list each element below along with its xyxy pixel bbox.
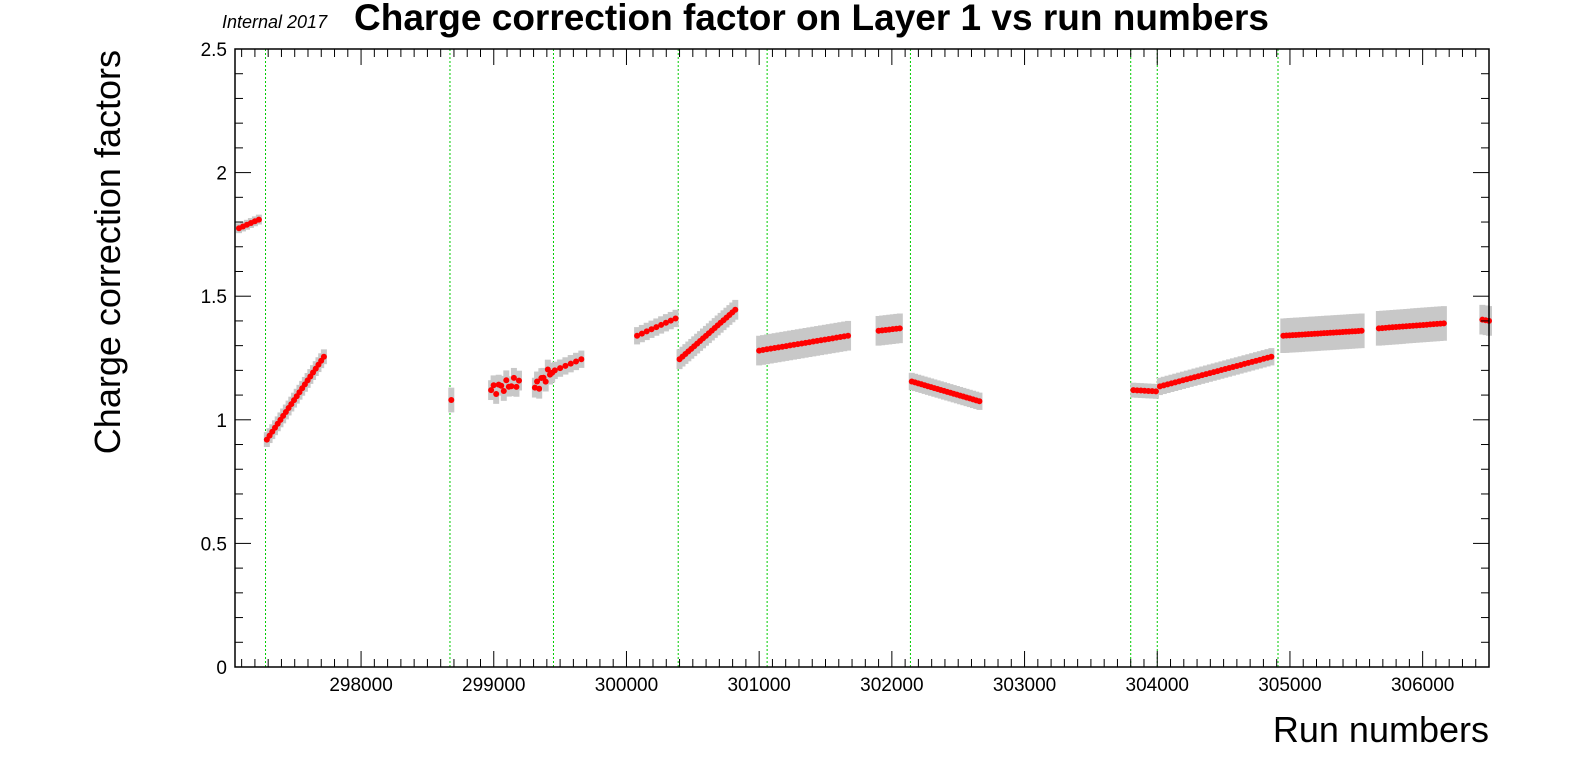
data-points (235, 216, 1492, 443)
x-tick-label: 304000 (1126, 675, 1189, 696)
data-point (448, 397, 455, 404)
y-axis-ticks: 0 0.5 1 1.5 2 2.5 (201, 40, 1489, 679)
x-tick-label: 303000 (993, 675, 1056, 696)
data-point (573, 358, 580, 365)
data-point (1152, 388, 1159, 395)
y-axis-label: Charge correction factors (87, 50, 128, 454)
data-point (510, 374, 517, 381)
y-tick-label: 2 (216, 164, 227, 185)
x-tick-label: 301000 (727, 675, 790, 696)
x-axis-label: Run numbers (1273, 709, 1489, 750)
x-tick-label: 300000 (595, 675, 658, 696)
data-point (1268, 353, 1275, 360)
data-point (567, 360, 574, 367)
data-point (732, 306, 739, 313)
y-tick-label: 1.5 (201, 287, 227, 308)
data-point (1358, 327, 1365, 334)
x-tick-label: 305000 (1258, 675, 1321, 696)
y-tick-label: 1 (216, 411, 227, 432)
y-tick-label: 0 (216, 658, 227, 679)
plot-frame (234, 48, 1490, 668)
data-point (488, 387, 495, 394)
data-point (643, 328, 650, 335)
data-point (490, 382, 497, 389)
data-point (515, 377, 522, 384)
data-point (557, 365, 564, 372)
y-tick-label: 2.5 (201, 40, 227, 61)
data-point (634, 332, 641, 339)
y-tick-label: 0.5 (201, 534, 227, 555)
data-point (508, 383, 515, 390)
x-tick-label: 302000 (860, 675, 923, 696)
data-point (648, 326, 655, 333)
data-point (513, 383, 520, 390)
x-tick-label: 299000 (462, 675, 525, 696)
data-point (845, 332, 852, 339)
data-point (662, 319, 669, 326)
data-point (638, 330, 645, 337)
x-tick-label: 306000 (1391, 675, 1454, 696)
chart-title: Charge correction factor on Layer 1 vs r… (354, 0, 1269, 38)
data-point (536, 385, 543, 392)
error-bars (235, 214, 1492, 447)
data-point (562, 362, 569, 369)
data-point (653, 324, 660, 331)
data-point (320, 353, 327, 360)
data-point (551, 367, 558, 374)
data-point (500, 387, 507, 394)
chart-subtitle: Internal 2017 (222, 12, 328, 32)
data-point (667, 317, 674, 324)
data-point (544, 366, 551, 373)
data-point (493, 390, 500, 397)
data-point (658, 321, 665, 328)
x-tick-label: 298000 (329, 675, 392, 696)
x-axis-ticks: 298000 299000 300000 301000 302000 303000 3040… (241, 49, 1490, 696)
data-point (255, 216, 262, 223)
data-point (578, 356, 585, 363)
data-point (1440, 320, 1447, 327)
data-point (976, 398, 983, 405)
data-point (542, 378, 549, 385)
data-point (672, 315, 679, 322)
data-point (503, 377, 510, 384)
data-point (896, 325, 903, 332)
data-point (498, 382, 505, 389)
data-point (534, 378, 541, 385)
